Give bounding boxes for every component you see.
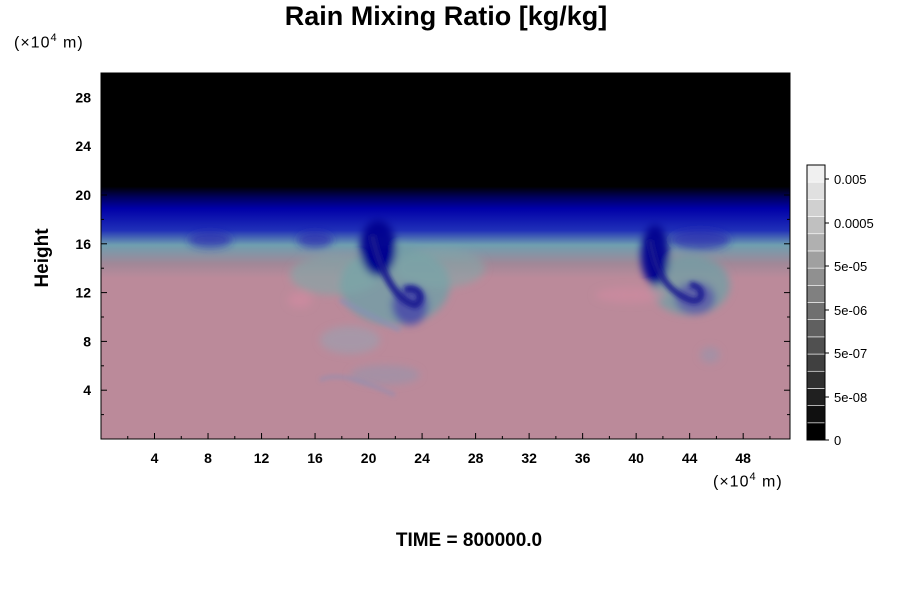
x-tick-label: 8 — [204, 450, 212, 466]
time-label: TIME = 800000.0 — [395, 530, 543, 551]
colorbar-swatch — [806, 405, 826, 424]
heatmap-field — [101, 73, 790, 439]
x-tick-label: 24 — [414, 450, 430, 466]
x-tick-label: 48 — [735, 450, 751, 466]
y-tick-label: 24 — [75, 138, 91, 154]
x-tick-label: 12 — [254, 450, 270, 466]
y-axis-unit: (×104 m) — [14, 32, 84, 52]
x-tick-label: 44 — [682, 450, 698, 466]
x-axis-unit: (×104 m) — [713, 471, 783, 491]
colorbar-label: 0.005 — [834, 172, 867, 187]
colorbar: 0.005 0.0005 5e-05 5e-06 5e-07 5e-08 0 — [806, 164, 874, 448]
y-tick-label: 16 — [75, 236, 91, 252]
x-tick-label: 28 — [468, 450, 484, 466]
colorbar-frame — [806, 164, 826, 441]
colorbar-swatch — [806, 164, 826, 183]
x-tick-label: 32 — [521, 450, 537, 466]
y-tick-label: 28 — [75, 89, 91, 105]
y-tick-label: 4 — [83, 382, 91, 398]
colorbar-swatch — [806, 199, 826, 217]
colorbar-label: 5e-05 — [834, 259, 867, 274]
y-tick-label: 12 — [75, 285, 91, 301]
colorbar-swatch — [806, 336, 826, 355]
colorbar-swatch — [806, 353, 826, 372]
colorbar-label: 0 — [834, 433, 841, 448]
y-tick-label: 8 — [83, 333, 91, 349]
colorbar-swatch — [806, 302, 826, 320]
x-tick-label: 4 — [151, 450, 159, 466]
colorbar-swatch — [806, 216, 826, 235]
colorbar-label: 5e-08 — [834, 390, 867, 405]
colorbar-swatch — [806, 181, 826, 200]
colorbar-swatch — [806, 422, 826, 441]
colorbar-swatch — [806, 250, 826, 269]
x-tick-label: 40 — [628, 450, 644, 466]
x-tick-label: 20 — [361, 450, 377, 466]
x-tick-label: 16 — [307, 450, 323, 466]
x-tick-label: 36 — [575, 450, 591, 466]
colorbar-swatch — [806, 233, 826, 252]
colorbar-label: 5e-07 — [834, 346, 867, 361]
chart-title: Rain Mixing Ratio [kg/kg] — [284, 1, 608, 31]
colorbar-swatch — [806, 319, 826, 338]
colorbar-swatch — [806, 285, 826, 303]
colorbar-swatch — [806, 388, 826, 406]
colorbar-swatch — [806, 267, 826, 286]
y-tick-label: 20 — [75, 187, 91, 203]
plot-frame — [100, 72, 791, 440]
colorbar-label: 0.0005 — [834, 216, 874, 231]
colorbar-swatch — [806, 370, 826, 389]
colorbar-label: 5e-06 — [834, 303, 867, 318]
